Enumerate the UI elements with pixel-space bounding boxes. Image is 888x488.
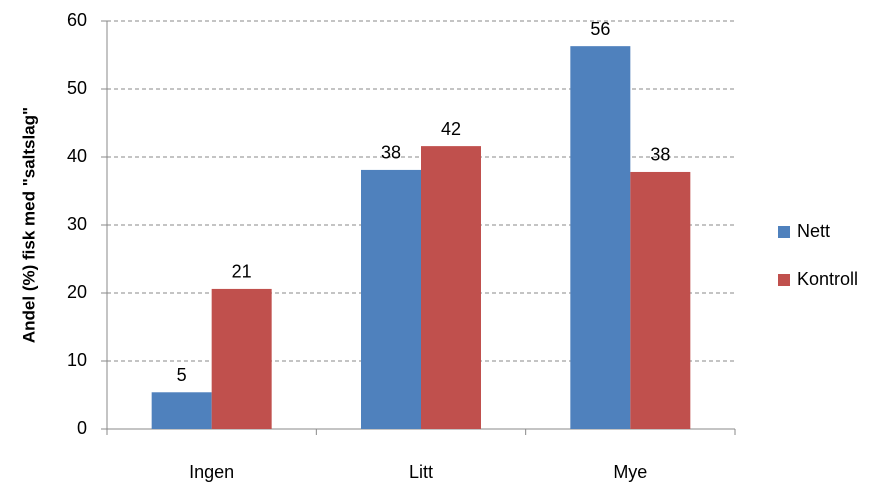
y-tick-label: 50 xyxy=(67,78,87,98)
y-tick-label: 0 xyxy=(77,418,87,438)
bar xyxy=(211,288,272,429)
y-tick-label: 40 xyxy=(67,146,87,166)
data-label: 38 xyxy=(650,145,670,165)
legend-swatch xyxy=(778,226,790,238)
data-label: 5 xyxy=(177,365,187,385)
bar xyxy=(630,171,691,429)
y-tick-label: 10 xyxy=(67,350,87,370)
legend-label: Nett xyxy=(797,221,830,241)
y-tick-label: 30 xyxy=(67,214,87,234)
bar xyxy=(361,169,421,430)
y-tick-label: 60 xyxy=(67,10,87,30)
bar xyxy=(151,392,212,429)
y-tick-label: 20 xyxy=(67,282,87,302)
data-label: 38 xyxy=(381,143,401,163)
bar xyxy=(570,46,631,429)
legend-label: Kontroll xyxy=(797,269,858,289)
data-label: 56 xyxy=(590,19,610,39)
data-label: 42 xyxy=(441,119,461,139)
data-label: 21 xyxy=(232,262,252,282)
legend-swatch xyxy=(778,274,790,286)
x-tick-label: Litt xyxy=(409,462,433,482)
y-axis-label: Andel (%) fisk med "saltslag" xyxy=(19,107,38,343)
x-tick-label: Ingen xyxy=(189,462,234,482)
x-tick-label: Mye xyxy=(613,462,647,482)
bar xyxy=(421,146,481,429)
